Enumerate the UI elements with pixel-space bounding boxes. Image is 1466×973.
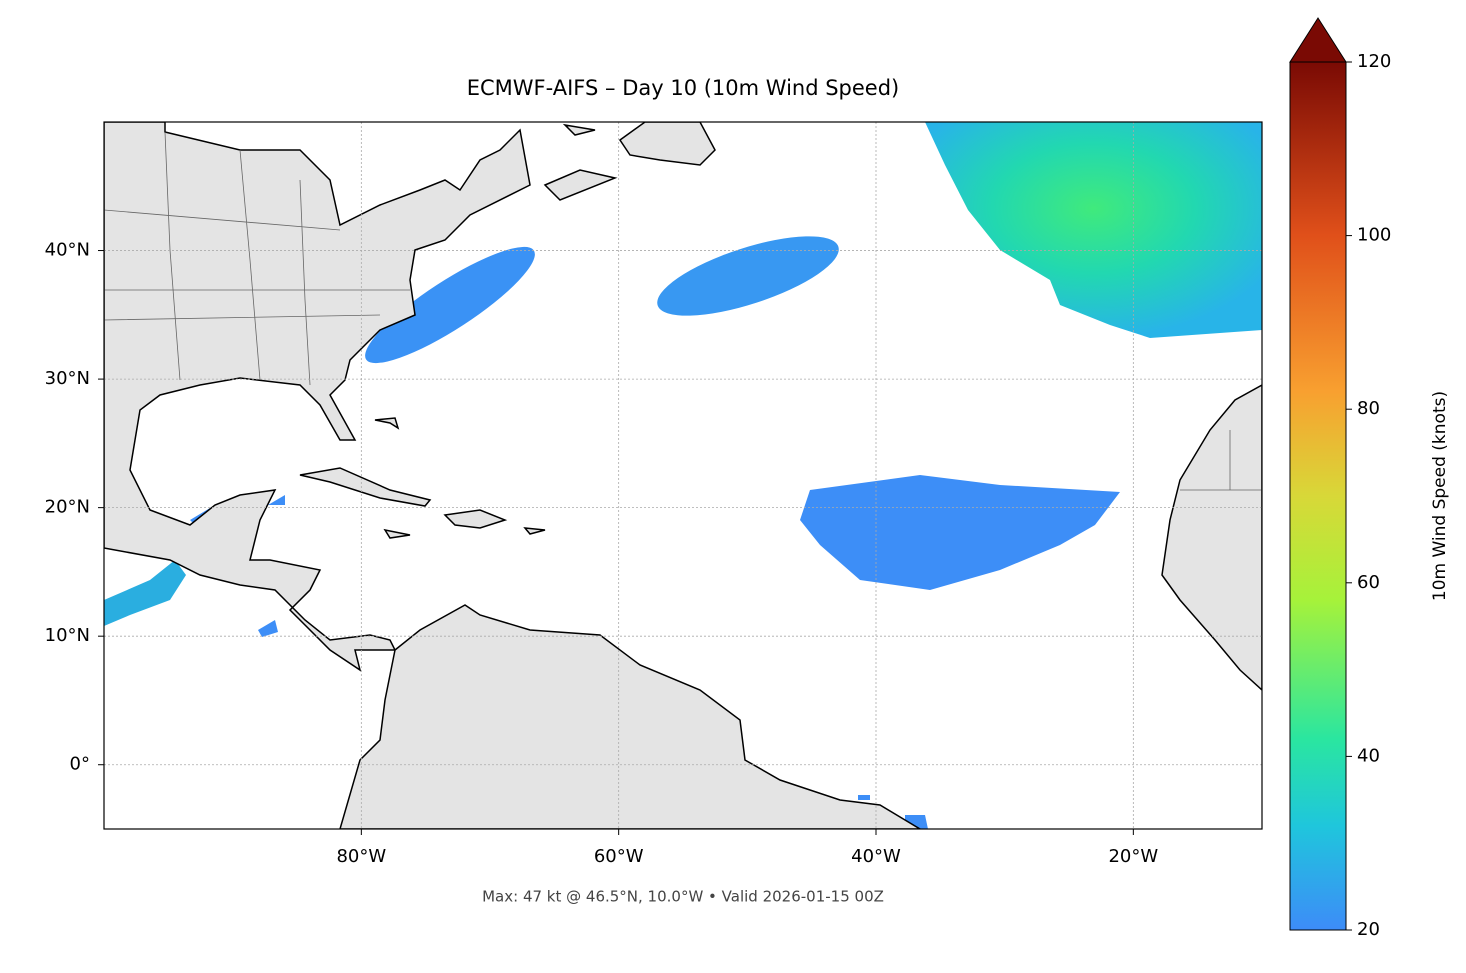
colorbar-tick-label: 60 [1357, 572, 1380, 593]
land-north-america [104, 122, 531, 672]
colorbar-extend [1289, 17, 1347, 63]
x-tick-label: 60°W [594, 846, 644, 867]
title: ECMWF-AIFS – Day 10 (10m Wind Speed) [467, 76, 900, 100]
x-tick-label: 20°W [1108, 846, 1158, 867]
colorbar [1289, 61, 1347, 931]
land-south-america [339, 604, 922, 829]
y-tick-label: 40°N [45, 240, 90, 261]
borders [104, 131, 1262, 491]
y-tick-label: 0° [70, 754, 90, 775]
colorbar-tick-label: 20 [1357, 919, 1380, 940]
map-frame [103, 121, 1263, 830]
y-tick-label: 20°N [45, 497, 90, 518]
colorbar-tick-label: 40 [1357, 745, 1380, 766]
x-tick-label: 40°W [851, 846, 901, 867]
colorbar-tick-label: 120 [1357, 51, 1391, 72]
wind-area [657, 236, 839, 316]
x-tick-label: 80°W [336, 846, 386, 867]
footer: Max: 47 kt @ 46.5°N, 10.0°W • Valid 2026… [482, 888, 884, 906]
land-maritimes [543, 122, 716, 201]
wind-area [925, 122, 1262, 338]
colorbar-tick-label: 100 [1357, 225, 1391, 246]
wind-area [800, 475, 1120, 590]
wind-area [365, 246, 535, 364]
wind-area [104, 560, 186, 626]
colorbar-tick-label: 80 [1357, 398, 1380, 419]
y-tick-label: 10°N [45, 625, 90, 646]
land-africa [1161, 384, 1262, 692]
land-caribbean [299, 417, 546, 539]
map-area [104, 122, 1262, 829]
y-tick-label: 30°N [45, 368, 90, 389]
colorbar-label: 10m Wind Speed (knots) [1430, 391, 1450, 601]
